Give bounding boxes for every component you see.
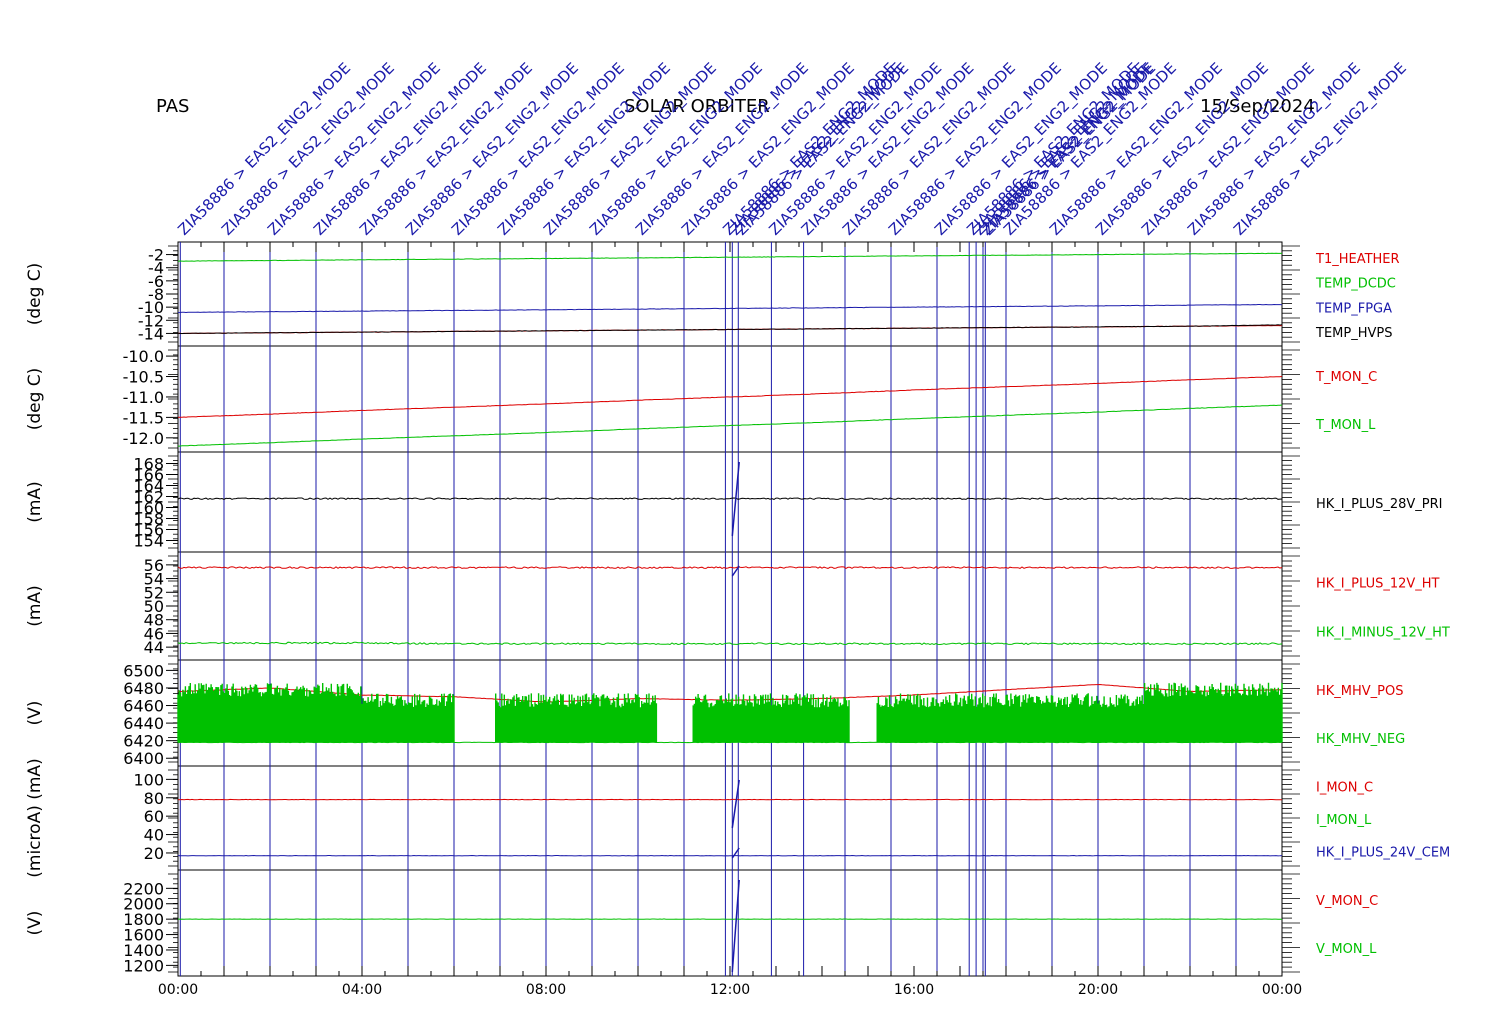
legend-label: V_MON_C xyxy=(1316,894,1378,909)
y-tick-label: 50 xyxy=(144,597,164,616)
y-tick-label: 166 xyxy=(133,466,164,485)
y-axis-label: (deg C) xyxy=(25,263,45,326)
y-tick-label: 1200 xyxy=(123,956,164,975)
legend-label: T_MON_C xyxy=(1315,370,1377,385)
y-tick-label: 6420 xyxy=(123,732,164,751)
y-tick-label: 60 xyxy=(144,807,164,826)
legend-label: TEMP_HVPS xyxy=(1315,326,1392,341)
y-tick-label: 6480 xyxy=(123,679,164,698)
y-tick-label: 52 xyxy=(144,583,164,602)
y-tick-label: 100 xyxy=(133,770,164,789)
y-axis-label: (V) xyxy=(25,911,45,936)
y-tick-label: -11.5 xyxy=(123,408,164,427)
y-tick-label: 56 xyxy=(144,556,164,575)
series-line xyxy=(177,303,1283,314)
series-bars xyxy=(177,682,1283,743)
y-tick-label: 154 xyxy=(133,532,164,551)
x-tick-label: 20:00 xyxy=(1078,982,1118,998)
x-tick-label: 12:00 xyxy=(710,982,750,998)
y-tick-label: 6460 xyxy=(123,697,164,716)
y-tick-label: -6 xyxy=(148,272,164,291)
y-tick-label: 156 xyxy=(133,521,164,540)
series-line xyxy=(177,641,1283,646)
y-tick-label: 162 xyxy=(133,488,164,507)
panel-frame xyxy=(177,869,1283,977)
y-tick-label: 54 xyxy=(144,570,164,589)
y-tick-label: 158 xyxy=(133,510,164,529)
y-tick-label: 1600 xyxy=(123,926,164,945)
legend-label: TEMP_DCDC xyxy=(1315,277,1396,292)
series-line xyxy=(177,566,1283,569)
y-tick-label: 1800 xyxy=(123,910,164,929)
y-tick-label: -10.0 xyxy=(123,347,164,366)
y-axis-label: (V) xyxy=(25,701,45,726)
chart-date: 15/Sep/2024 xyxy=(1200,96,1315,117)
y-tick-label: -10.5 xyxy=(123,368,164,387)
y-tick-label: 160 xyxy=(133,499,164,518)
y-tick-label: 40 xyxy=(144,826,164,845)
y-tick-label: 46 xyxy=(144,624,164,643)
series-line xyxy=(177,375,1283,418)
legend-label: T1_HEATHER xyxy=(1315,252,1400,267)
spike-line xyxy=(731,461,740,537)
legend-label: I_MON_L xyxy=(1316,813,1372,828)
y-tick-label: 164 xyxy=(133,477,164,496)
y-tick-label: 6500 xyxy=(123,661,164,680)
series-line xyxy=(178,404,1283,447)
series-line xyxy=(177,324,1283,334)
legend-label: HK_I_MINUS_12V_HT xyxy=(1316,626,1450,641)
legend-label: HK_MHV_POS xyxy=(1316,684,1404,699)
x-tick-label: 00:00 xyxy=(158,982,198,998)
y-tick-label: -12 xyxy=(138,311,164,330)
spike-line xyxy=(731,847,740,859)
y-tick-label: 1400 xyxy=(123,941,164,960)
y-tick-label: -8 xyxy=(148,285,164,304)
panel-frame xyxy=(177,765,1283,871)
legend-label: HK_I_PLUS_28V_PRI xyxy=(1316,497,1442,512)
spike-line xyxy=(731,879,740,973)
legend-label: I_MON_C xyxy=(1316,781,1373,796)
y-tick-label: 20 xyxy=(144,844,164,863)
y-tick-label: 6440 xyxy=(123,714,164,733)
spike-line xyxy=(731,565,740,577)
y-tick-label: 44 xyxy=(144,638,164,657)
spike-line xyxy=(731,779,740,829)
panel-frame xyxy=(177,345,1283,453)
y-tick-label: 2200 xyxy=(123,879,164,898)
y-tick-label: 80 xyxy=(144,789,164,808)
y-axis-label: (microA) (mA) xyxy=(25,758,45,877)
y-tick-label: 168 xyxy=(133,455,164,474)
legend-label: TEMP_FPGA xyxy=(1315,301,1392,316)
y-axis-label: (mA) xyxy=(25,585,45,626)
legend-label: HK_I_PLUS_12V_HT xyxy=(1316,576,1440,591)
series-line xyxy=(177,497,1283,501)
y-tick-label: -2 xyxy=(148,246,164,265)
y-tick-label: -14 xyxy=(138,324,164,343)
legend-label: T_MON_L xyxy=(1315,418,1376,433)
x-tick-label: 00:00 xyxy=(1262,982,1302,998)
y-tick-label: 6400 xyxy=(123,749,164,768)
x-tick-label: 16:00 xyxy=(894,982,934,998)
legend-label: HK_MHV_NEG xyxy=(1316,732,1405,747)
legend-label: HK_I_PLUS_24V_CEM xyxy=(1316,846,1450,861)
y-axis-label: (deg C) xyxy=(25,368,45,431)
y-tick-label: -4 xyxy=(148,259,164,278)
page-title: PAS xyxy=(156,96,190,117)
panel-frame xyxy=(177,451,1283,553)
x-tick-label: 04:00 xyxy=(342,982,382,998)
chart-title: SOLAR ORBITER xyxy=(624,96,770,117)
y-axis-label: (mA) xyxy=(25,481,45,522)
y-tick-label: -10 xyxy=(138,298,164,317)
legend-label: V_MON_L xyxy=(1316,942,1377,957)
x-tick-label: 08:00 xyxy=(526,982,566,998)
y-tick-label: -12.0 xyxy=(123,429,164,448)
series-line xyxy=(177,252,1283,262)
series-line xyxy=(177,683,1283,703)
y-tick-label: 2000 xyxy=(123,895,164,914)
y-tick-label: 48 xyxy=(144,611,164,630)
y-tick-label: -11.0 xyxy=(123,388,164,407)
